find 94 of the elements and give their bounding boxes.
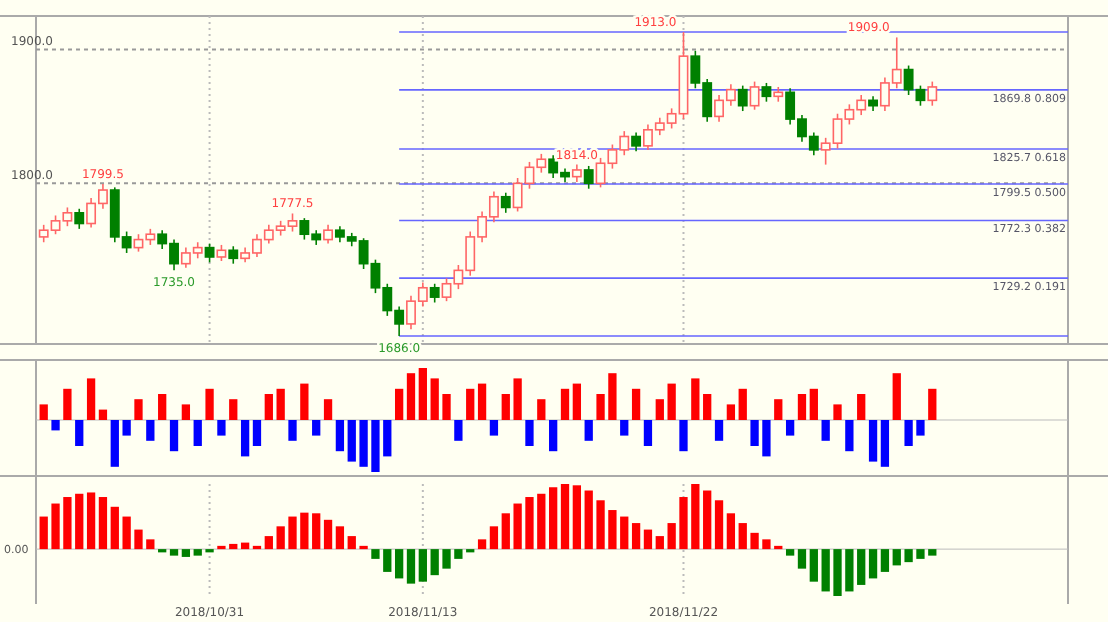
bar — [785, 549, 795, 556]
bar — [169, 549, 179, 556]
bar — [868, 549, 878, 579]
candlestick — [927, 80, 938, 107]
bar — [489, 526, 499, 550]
candlestick — [74, 207, 85, 230]
bar — [584, 420, 593, 441]
bar — [868, 420, 878, 462]
bar — [323, 519, 333, 550]
candlestick — [631, 131, 642, 153]
bar — [785, 420, 795, 436]
bar — [620, 420, 629, 436]
bar — [703, 394, 712, 420]
candlestick — [204, 242, 215, 264]
bar — [406, 373, 416, 420]
bar — [169, 420, 179, 452]
bar — [312, 420, 321, 436]
bar — [300, 383, 309, 420]
bar — [335, 420, 345, 452]
candlestick — [749, 80, 760, 111]
bar — [809, 549, 818, 582]
bar — [738, 388, 747, 420]
bar — [288, 420, 297, 441]
candlestick — [737, 84, 748, 112]
bar — [525, 420, 534, 446]
bar — [394, 388, 404, 420]
bar — [643, 529, 653, 550]
bar — [466, 388, 475, 420]
bar — [181, 549, 191, 557]
bar — [39, 404, 48, 420]
bar — [98, 497, 108, 550]
bar — [560, 388, 570, 420]
bar — [181, 404, 191, 420]
bar — [454, 420, 463, 441]
bar — [477, 539, 487, 550]
bar — [560, 484, 570, 550]
bar — [892, 373, 901, 420]
bar — [928, 388, 937, 420]
bar — [797, 394, 807, 420]
candlestick — [323, 224, 333, 245]
bar — [726, 404, 736, 420]
bar — [714, 500, 724, 550]
bar — [714, 420, 724, 441]
bar — [264, 536, 273, 550]
bar — [821, 420, 830, 441]
bar — [774, 399, 783, 420]
bar — [205, 388, 214, 420]
bar — [845, 420, 854, 452]
bar — [726, 513, 736, 550]
bar — [549, 420, 558, 452]
bar — [418, 549, 427, 582]
bar — [691, 378, 700, 420]
bar — [158, 394, 167, 420]
bar — [146, 420, 155, 441]
candlestick — [761, 82, 772, 103]
bar — [229, 399, 238, 420]
bar — [880, 549, 890, 572]
bar — [880, 420, 890, 467]
bar — [193, 420, 202, 446]
bar — [217, 420, 226, 436]
bar — [572, 485, 582, 550]
bar — [51, 420, 60, 431]
candlestick — [583, 165, 594, 190]
bar — [537, 399, 546, 420]
bar — [489, 420, 499, 436]
bar — [857, 394, 866, 420]
bar — [418, 368, 427, 420]
bar — [86, 378, 96, 420]
bar — [86, 492, 96, 550]
bar — [264, 394, 273, 420]
bar — [394, 549, 404, 579]
bar — [335, 526, 345, 550]
candlestick — [429, 282, 440, 304]
bar — [252, 420, 262, 446]
bar — [631, 388, 641, 420]
bar — [679, 420, 688, 452]
bar — [631, 523, 641, 550]
bar — [809, 388, 818, 420]
bar — [572, 383, 582, 420]
bar — [643, 420, 653, 446]
bar — [406, 549, 416, 584]
bar — [549, 487, 558, 550]
bar — [833, 404, 842, 420]
bar — [323, 399, 333, 420]
bar — [98, 409, 108, 420]
candlestick — [500, 191, 511, 214]
bar — [703, 490, 712, 550]
bar — [134, 399, 143, 420]
bar — [75, 420, 84, 446]
bar — [63, 388, 72, 420]
bar — [797, 549, 807, 569]
bar — [276, 388, 285, 420]
bar — [477, 383, 487, 420]
bar — [240, 420, 250, 457]
